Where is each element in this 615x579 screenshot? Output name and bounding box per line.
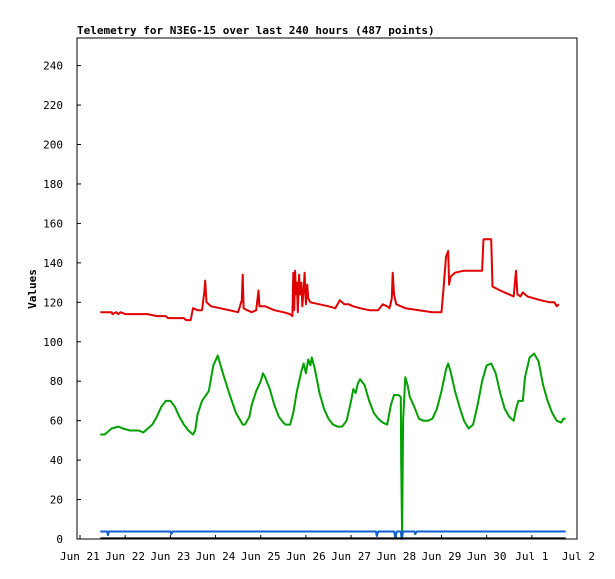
y-tick-label: 160 <box>43 217 63 230</box>
series-line-3 <box>100 530 566 540</box>
y-axis-label: Values <box>26 269 39 309</box>
x-tick-label: Jun 27 <box>331 550 371 563</box>
y-tick-label: 220 <box>43 99 63 112</box>
x-tick-label: Jul 2 <box>562 550 595 563</box>
x-tick-label: Jun 29 <box>422 550 462 563</box>
y-tick-label: 20 <box>50 494 63 507</box>
series-line-2 <box>100 352 566 537</box>
y-tick-label: 0 <box>56 533 63 546</box>
y-tick-label: 40 <box>50 454 63 467</box>
series-layer <box>100 238 566 540</box>
series-line-1 <box>100 238 560 322</box>
x-axis: Jun 21 Jun 22 Jun 23 Jun 24 Jun 25 Jun 26 Jun … <box>60 535 595 563</box>
x-tick-label: Jun 25 <box>241 550 281 563</box>
x-tick-label: Jun 23 <box>150 550 190 563</box>
x-tick-label: Jun 22 <box>105 550 145 563</box>
y-tick-label: 100 <box>43 336 63 349</box>
x-tick-label: Jun 21 <box>60 550 100 563</box>
y-tick-label: 140 <box>43 257 63 270</box>
y-tick-label: 200 <box>43 139 63 152</box>
x-tick-label: Jun 28 <box>376 550 416 563</box>
y-tick-label: 180 <box>43 178 63 191</box>
plot-area <box>76 37 578 540</box>
x-tick-label: Jun 24 <box>196 550 236 563</box>
y-tick-label: 80 <box>50 375 63 388</box>
chart-title: Telemetry for N3EG-15 over last 240 hour… <box>77 24 435 37</box>
y-tick-label: 240 <box>43 60 63 73</box>
y-axis: 0 20 40 60 80 100 120 140 160 180 200 220 240 <box>43 60 81 546</box>
x-tick-label: Jun 26 <box>286 550 326 563</box>
x-tick-label: Jul 1 <box>515 550 548 563</box>
y-tick-label: 60 <box>50 415 63 428</box>
y-tick-label: 120 <box>43 296 63 309</box>
x-tick-label: Jun 30 <box>467 550 507 563</box>
